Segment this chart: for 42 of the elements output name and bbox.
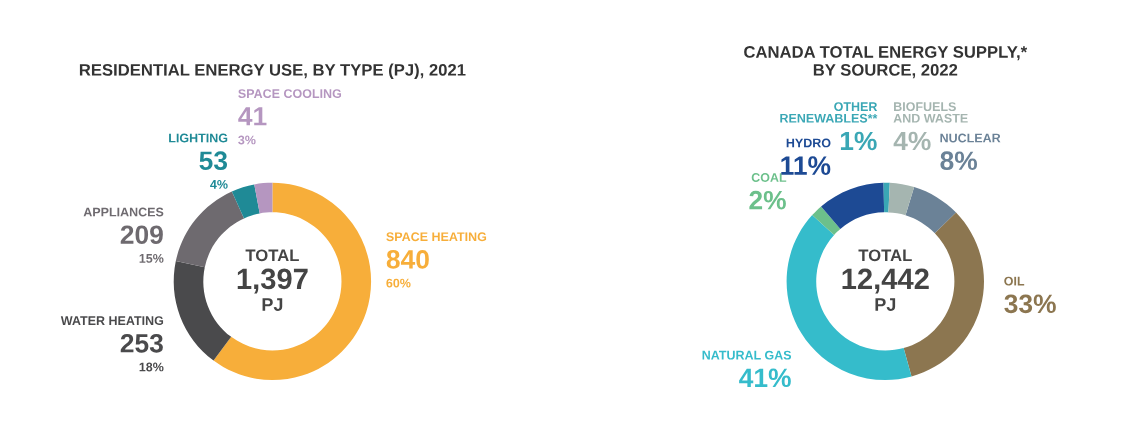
donut-slice <box>175 191 245 268</box>
slice-label: NUCLEAR <box>940 133 1001 143</box>
donut-slice <box>231 184 260 219</box>
slice-label: NATURAL GAS <box>702 350 792 360</box>
text: 15% <box>139 254 164 263</box>
slice-label: HYDRO <box>786 138 831 148</box>
data-label: 53 <box>199 151 228 171</box>
slice-label: OIL <box>1004 276 1025 286</box>
slice-label: APPLIANCES <box>83 207 164 217</box>
data-label: 41 <box>238 107 267 126</box>
slice-label: COAL <box>751 173 787 182</box>
donut-slice <box>883 182 890 213</box>
slice-label: OTHER RENEWABLES** <box>780 102 878 123</box>
data-label: 8% <box>940 151 978 171</box>
data-label: 2% <box>749 190 786 210</box>
data-label: 209 <box>120 225 163 245</box>
data-label: 840 <box>386 250 429 269</box>
data-label: 253 <box>120 333 163 353</box>
donut-slice <box>812 206 841 235</box>
slice-label: LIGHTING <box>169 133 228 143</box>
slice-label: BIOFUELS AND WASTE <box>893 102 968 123</box>
text: TOTAL 12,442 PJ <box>842 249 929 311</box>
donut-slice <box>905 187 957 234</box>
data-label: 33% <box>1004 294 1056 314</box>
slice-label: SPACE COOLING <box>238 89 342 99</box>
chart-title: RESIDENTIAL ENERGY USE, BY TYPE (PJ), 2021 <box>79 63 466 80</box>
slice-label: WATER HEATING <box>60 316 164 326</box>
data-label: 11% <box>781 156 831 175</box>
donut-slice <box>888 182 915 216</box>
chart-title: CANADA TOTAL ENERGY SUPPLY,* BY SOURCE, 2022 <box>744 46 1028 79</box>
text: 18% <box>139 362 164 372</box>
slice-label: SPACE HEATING <box>386 232 487 242</box>
data-label: 1% <box>840 131 877 151</box>
text: 4% <box>210 179 228 189</box>
donut-slice <box>173 261 232 361</box>
donut-slice <box>254 182 273 214</box>
donut-slice <box>821 182 885 229</box>
data-label: 41% <box>739 368 791 388</box>
text: 3% <box>238 135 256 145</box>
text: TOTAL 1,397 PJ <box>237 249 308 311</box>
text: 60% <box>386 278 411 288</box>
data-label: 4% <box>893 131 931 151</box>
